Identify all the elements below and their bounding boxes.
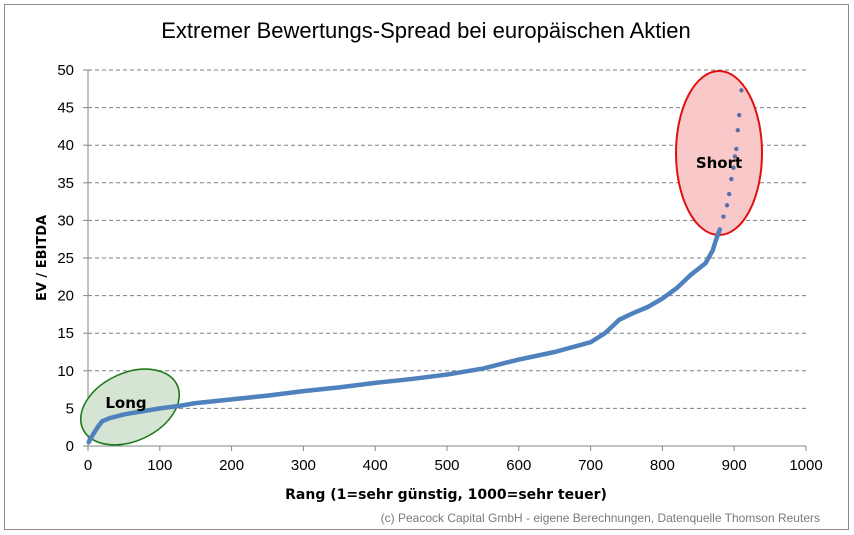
y-tick-label: 0: [66, 438, 74, 455]
series-line: [86, 227, 723, 445]
data-point: [724, 203, 730, 208]
axes: [83, 69, 807, 451]
long-label: Long: [105, 394, 146, 412]
x-tick-label: 300: [291, 457, 316, 474]
x-axis-label: Rang (1=sehr günstig, 1000=sehr teuer): [285, 487, 607, 503]
x-tick-label: 500: [434, 457, 459, 474]
x-tick-label: 700: [578, 457, 603, 474]
data-point: [737, 112, 742, 118]
y-tick-label: 40: [57, 137, 74, 154]
y-tick-labels: 0 5 10 15 20 25 30 35 40 45 50: [57, 62, 74, 455]
source-note: (c) Peacock Capital GmbH - eigene Berech…: [381, 511, 820, 525]
data-point: [734, 146, 739, 152]
y-tick-label: 20: [57, 288, 74, 305]
y-tick-label: 45: [57, 100, 74, 117]
x-tick-label: 400: [363, 457, 388, 474]
short-ellipse: [675, 70, 763, 236]
y-tick-label: 25: [57, 250, 74, 267]
y-axis-label: EV / EBITDA: [35, 215, 50, 301]
data-series: [86, 88, 744, 445]
y-tick-label: 50: [57, 62, 74, 79]
y-tick-label: 30: [57, 212, 74, 229]
x-tick-label: 200: [219, 457, 244, 474]
y-tick-label: 5: [66, 400, 74, 417]
y-tick-label: 35: [57, 175, 74, 192]
data-point: [735, 127, 740, 133]
y-tick-label: 15: [57, 325, 74, 342]
data-point: [739, 88, 744, 93]
data-point: [726, 191, 732, 197]
x-tick-label: 600: [506, 457, 531, 474]
x-tick-label: 800: [650, 457, 675, 474]
data-point: [732, 154, 738, 159]
x-tick-label: 100: [147, 457, 172, 474]
long-ellipse: [79, 368, 181, 446]
chart-title: Extremer Bewertungs-Spread bei europäisc…: [161, 18, 691, 43]
data-point: [721, 214, 726, 219]
short-label: Short: [696, 154, 742, 172]
data-point: [731, 165, 736, 170]
x-tick-label: 0: [84, 457, 92, 474]
data-point: [729, 176, 734, 182]
y-tick-label: 10: [57, 363, 74, 380]
x-tick-label: 900: [722, 457, 747, 474]
x-tick-label: 1000: [789, 457, 822, 474]
x-tick-labels: 0 100 200 300 400 500 600 700 800 900 1000: [84, 457, 823, 474]
